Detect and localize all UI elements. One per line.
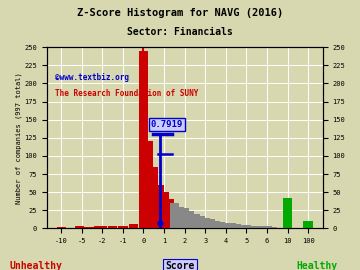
Bar <box>190 214 199 228</box>
Bar <box>149 167 158 228</box>
Bar <box>57 227 66 228</box>
Bar <box>242 225 251 228</box>
Bar <box>283 210 292 228</box>
Y-axis label: Number of companies (997 total): Number of companies (997 total) <box>15 72 22 204</box>
Bar <box>195 216 205 228</box>
Text: Unhealthy: Unhealthy <box>10 261 62 270</box>
Bar <box>265 227 274 228</box>
Text: Z-Score Histogram for NAVG (2016): Z-Score Histogram for NAVG (2016) <box>77 8 283 18</box>
Bar <box>303 225 313 228</box>
Text: ©www.textbiz.org: ©www.textbiz.org <box>55 73 129 82</box>
Bar <box>257 226 266 228</box>
Bar <box>170 203 179 228</box>
Bar <box>129 224 138 228</box>
Bar <box>159 192 169 228</box>
Bar <box>144 141 153 228</box>
Bar <box>75 226 84 228</box>
Bar <box>247 225 256 228</box>
Bar <box>201 218 210 228</box>
Text: 0.7919: 0.7919 <box>150 120 183 129</box>
Bar <box>118 225 127 228</box>
Bar <box>154 185 163 228</box>
Bar <box>221 223 230 228</box>
Text: Sector: Financials: Sector: Financials <box>127 27 233 37</box>
Bar <box>77 227 86 228</box>
Bar <box>165 200 174 228</box>
Bar <box>98 225 107 228</box>
Bar <box>84 227 93 228</box>
Bar <box>252 225 261 228</box>
Bar <box>216 222 225 228</box>
Bar <box>211 221 220 228</box>
Bar <box>94 226 104 228</box>
Bar <box>267 227 277 228</box>
Bar <box>231 224 241 228</box>
Bar <box>262 226 271 228</box>
Bar <box>226 223 235 228</box>
Bar <box>237 225 246 228</box>
Text: The Research Foundation of SUNY: The Research Foundation of SUNY <box>55 89 198 98</box>
Bar <box>139 51 148 228</box>
Bar <box>185 211 194 228</box>
Text: Score: Score <box>165 261 195 270</box>
Bar <box>303 221 313 228</box>
Bar <box>175 207 184 228</box>
Bar <box>91 227 100 228</box>
Bar <box>180 208 189 228</box>
Bar <box>108 226 117 228</box>
Bar <box>283 221 292 228</box>
Bar <box>206 219 215 228</box>
Text: Healthy: Healthy <box>296 261 337 270</box>
Bar <box>283 198 292 228</box>
